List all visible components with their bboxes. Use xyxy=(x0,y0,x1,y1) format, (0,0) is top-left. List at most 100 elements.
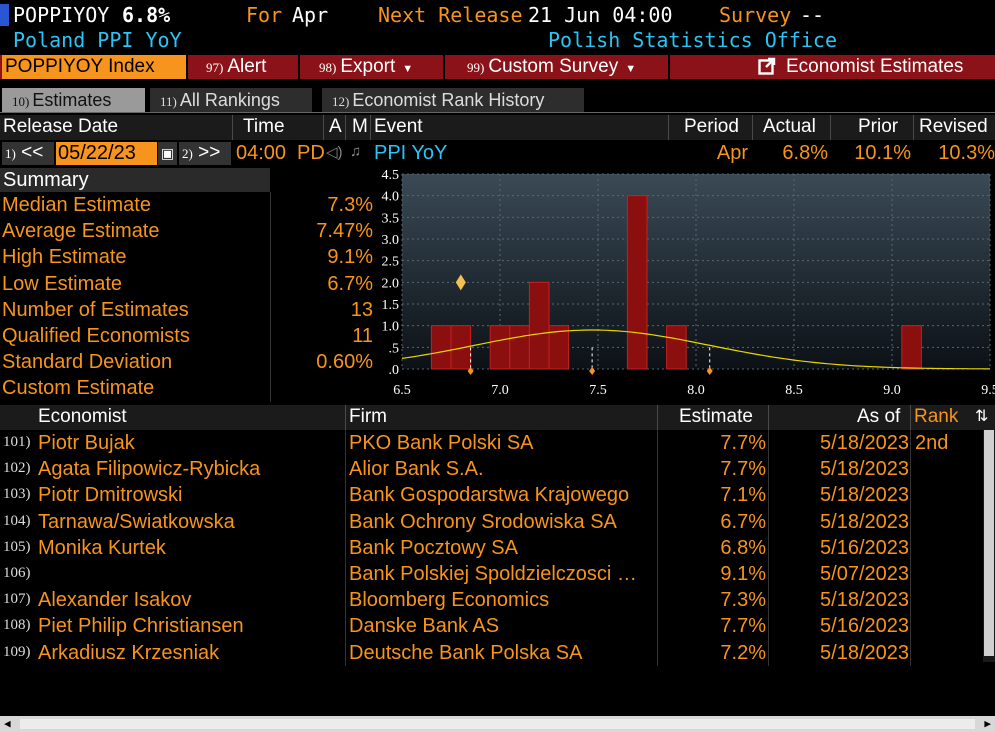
alert-column-header: A xyxy=(329,116,342,137)
ticker: POPPIYOY xyxy=(13,3,110,27)
custom-survey-num: 99) xyxy=(467,60,485,75)
event-header: Release Date Time A M Event Period Actua… xyxy=(0,115,995,140)
horizontal-scrollbar[interactable]: ◀ ▶ xyxy=(0,716,995,732)
tab-all-rankings[interactable]: 11) All Rankings xyxy=(150,88,312,112)
row-number: 102) xyxy=(3,460,31,477)
table-row[interactable]: 105) Monika Kurtek Bank Pocztowy SA 6.8% 5/1… xyxy=(0,536,995,562)
y-tick-label: 3.5 xyxy=(382,211,400,226)
summary-value: 0.60% xyxy=(316,351,373,374)
table-row[interactable]: 106) Bank Polskiej Spoldzielczosci … 9.1% 5… xyxy=(0,562,995,588)
summary-value: 13 xyxy=(350,298,373,321)
next-num: 2) xyxy=(182,146,193,161)
security-button[interactable]: POPPIYOY Index xyxy=(2,55,186,79)
speaker-icon[interactable]: ◁) xyxy=(326,144,343,161)
table-row[interactable]: 108) Piet Philip Christiansen Danske Bank … xyxy=(0,614,995,640)
alert-button[interactable]: 97) Alert xyxy=(206,55,266,79)
next-release-value: 21 Jun 04:00 xyxy=(528,3,673,27)
estimate-value: 7.1% xyxy=(720,484,766,507)
horizontal-scrollbar-thumb[interactable] xyxy=(20,719,975,729)
summary-value: 7.3% xyxy=(327,194,373,216)
table-row[interactable]: 109) Arkadiusz Krzesniak Deutsche Bank Pol… xyxy=(0,641,995,667)
axis-marker xyxy=(467,367,474,375)
firm-name: Bank Polskiej Spoldzielczosci … xyxy=(349,563,637,585)
as-of-date: 5/18/2023 xyxy=(820,432,909,454)
y-tick-label: .0 xyxy=(389,363,400,378)
release-date-input[interactable]: 05/22/23 xyxy=(56,142,157,165)
table-row[interactable]: 107) Alexander Isakov Bloomberg Economics 7… xyxy=(0,588,995,614)
next-date-button[interactable]: 2) >> xyxy=(179,142,231,165)
as-of-date: 5/18/2023 xyxy=(820,484,909,507)
estimate-distribution-chart: .0 .5 1.0 1.5 2.0 2.5 3.0 3.5 4.0 4.5 6.5 7.0 7.5 8.0… xyxy=(382,168,995,398)
security-marker xyxy=(0,4,9,26)
period-header: Period xyxy=(684,116,739,137)
estimate-column-header[interactable]: Estimate xyxy=(679,406,753,427)
x-tick-label: 7.5 xyxy=(589,383,607,398)
table-scrollbar[interactable] xyxy=(983,430,995,662)
summary-label: Median Estimate xyxy=(2,194,151,216)
rank-column-header[interactable]: Rank xyxy=(914,406,959,427)
external-link-icon xyxy=(758,57,776,82)
row-number: 105) xyxy=(3,538,31,555)
x-tick-label: 7.0 xyxy=(491,383,509,398)
summary-label: High Estimate xyxy=(2,246,127,269)
table-row[interactable]: 102) Agata Filipowicz-Rybicka Alior Bank S… xyxy=(0,457,995,483)
as-of-column-header[interactable]: As of xyxy=(857,406,901,427)
event-row: 1) << 05/22/23 ▣ 2) >> 04:00 PD ◁) ♫ PPI… xyxy=(0,141,995,166)
custom-survey-button[interactable]: 99) Custom Survey ▼ xyxy=(467,55,636,79)
row-number: 107) xyxy=(3,591,31,608)
scrollbar-thumb[interactable] xyxy=(984,430,994,656)
axis-marker xyxy=(589,367,596,375)
x-tick-label: 8.0 xyxy=(687,383,705,398)
firm-column-header[interactable]: Firm xyxy=(349,406,387,427)
tab-estimates[interactable]: 10) Estimates xyxy=(2,88,145,112)
last-value: 6.8% xyxy=(122,3,171,27)
tab-num: 12) xyxy=(332,94,350,109)
table-row[interactable]: 104) Tarnawa/Swiatkowska Bank Ochrony Srod… xyxy=(0,510,995,536)
export-label: Export xyxy=(340,56,396,77)
firm-name: Bank Pocztowy SA xyxy=(349,536,518,559)
table-row[interactable]: 103) Piotr Dmitrowski Bank Gospodarstwa Kr… xyxy=(0,483,995,509)
summary-header: Summary xyxy=(0,168,270,192)
column-divider xyxy=(768,430,769,666)
calendar-icon[interactable]: ▣ xyxy=(158,142,177,165)
export-num: 98) xyxy=(319,60,337,75)
y-tick-label: 3.0 xyxy=(382,233,400,248)
sort-icon[interactable]: ⇅ xyxy=(975,408,989,425)
scroll-left-icon[interactable]: ◀ xyxy=(4,717,11,730)
firm-name: Bank Ochrony Srodowiska SA xyxy=(349,510,617,533)
scroll-right-icon[interactable]: ▶ xyxy=(984,717,991,730)
event-header-label: Event xyxy=(374,116,423,137)
estimate-value: 6.8% xyxy=(720,536,766,559)
summary-title: Summary xyxy=(3,169,89,191)
x-tick-label: 6.5 xyxy=(393,383,411,398)
next-arrows: >> xyxy=(198,142,221,163)
y-tick-label: 4.0 xyxy=(382,190,400,205)
as-of-date: 5/18/2023 xyxy=(820,641,909,664)
prev-date-button[interactable]: 1) << xyxy=(2,142,54,165)
tab-label: Economist Rank History xyxy=(352,90,545,110)
economist-estimates-button[interactable]: Economist Estimates xyxy=(758,55,963,79)
histogram-bar xyxy=(548,325,570,370)
event-prior: 10.1% xyxy=(854,142,911,164)
function-bar: POPPIYOY Index 97) Alert 98) Export ▼ 99) Cu… xyxy=(0,55,995,79)
summary-row: Custom Estimate xyxy=(0,377,270,403)
as-of-date: 5/07/2023 xyxy=(820,563,909,585)
as-of-date: 5/18/2023 xyxy=(820,589,909,612)
estimate-value: 7.7% xyxy=(720,458,766,481)
x-tick-label: 8.5 xyxy=(785,383,803,398)
table-row[interactable]: 101) Piotr Bujak PKO Bank Polski SA 7.7% 5/1… xyxy=(0,431,995,457)
rank-value: 2nd xyxy=(915,432,949,454)
economist-name: Monika Kurtek xyxy=(38,536,166,559)
next-release-label: Next Release xyxy=(378,3,523,27)
economist-column-header[interactable]: Economist xyxy=(38,406,127,427)
column-divider xyxy=(345,430,346,666)
summary-value: 9.1% xyxy=(327,246,373,269)
tab-economist-rank-history[interactable]: 12) Economist Rank History xyxy=(322,88,584,112)
bell-icon[interactable]: ♫ xyxy=(350,143,362,160)
row-number: 108) xyxy=(3,617,31,634)
event-name[interactable]: PPI YoY xyxy=(374,142,448,164)
histogram-bar xyxy=(528,281,550,370)
summary-value: 6.7% xyxy=(327,272,373,295)
summary-label: Average Estimate xyxy=(2,220,160,243)
export-button[interactable]: 98) Export ▼ xyxy=(319,55,413,79)
